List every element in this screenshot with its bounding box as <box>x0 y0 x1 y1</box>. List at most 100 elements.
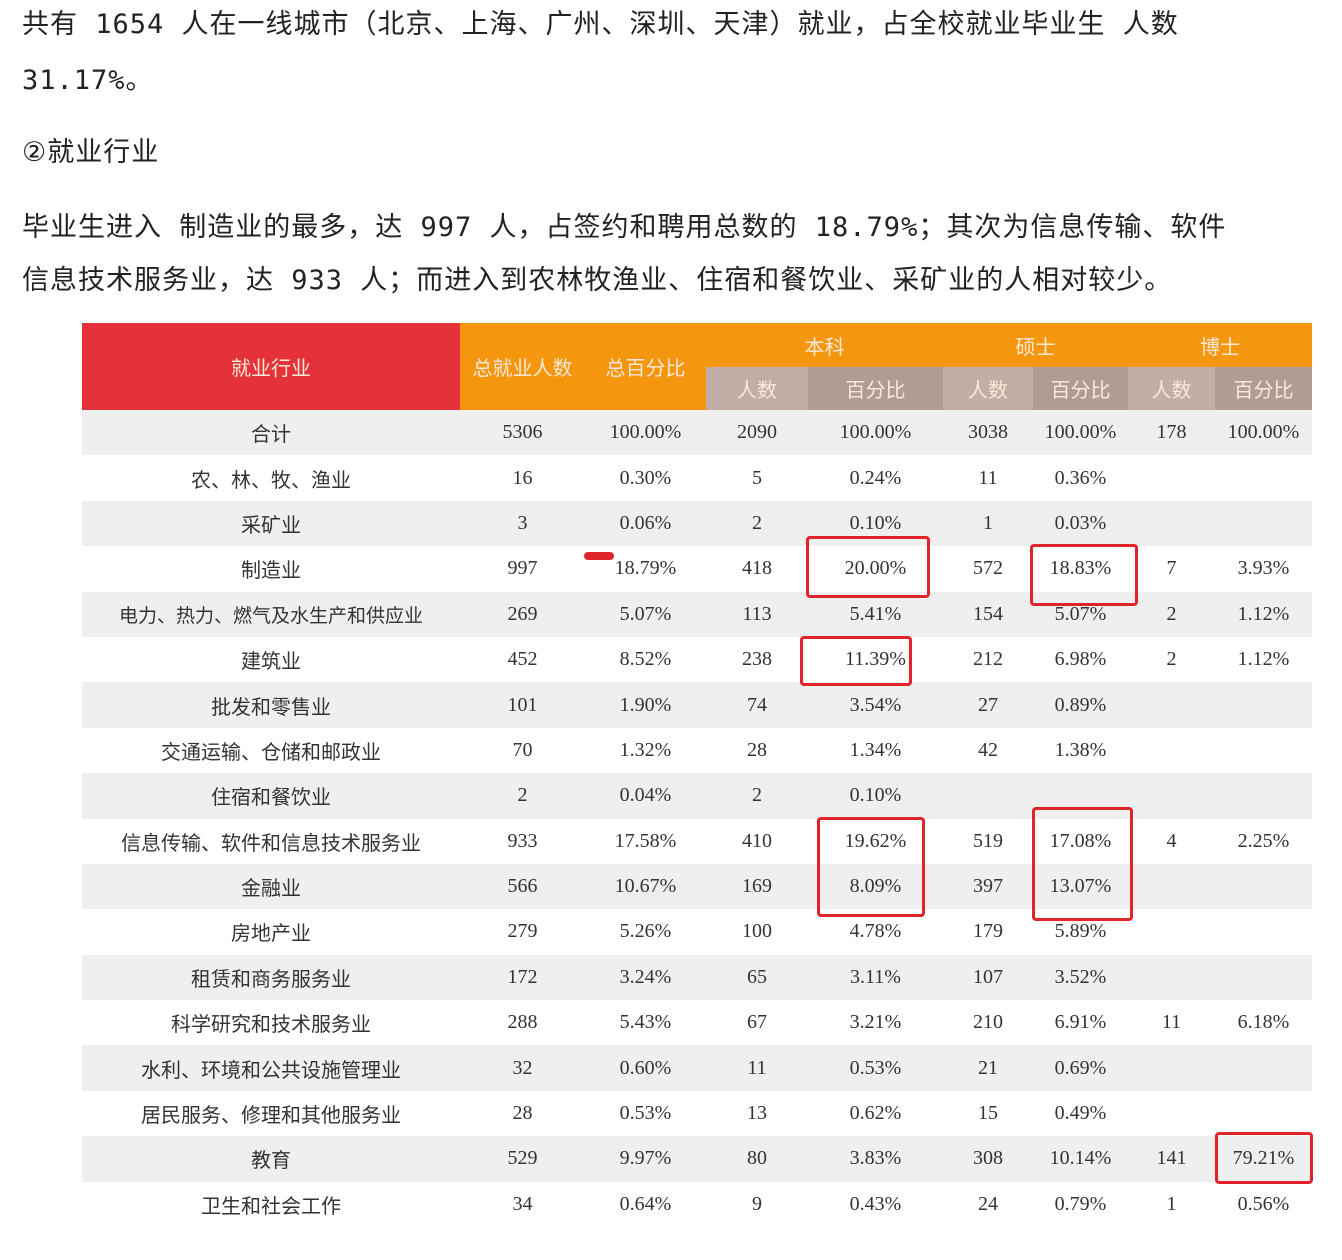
cell-doctor-pct: 2.25% <box>1237 829 1290 852</box>
cell-bachelor-pct: 3.83% <box>849 1147 902 1170</box>
table-body: 合计 5306 100.00% 2090 100.00% 3038 100.00% 178 10… <box>82 410 1312 1227</box>
cell-bachelor-pct: 20.00% <box>844 557 907 580</box>
cell-bachelor-count: 74 <box>747 693 767 716</box>
table-row: 教育 529 9.97% 80 3.83% 308 10.14% 141 79.21% <box>82 1136 1312 1182</box>
cell-master-count: 3038 <box>968 421 1008 444</box>
cell-bachelor-count: 113 <box>742 602 772 625</box>
cell-bachelor-pct: 5.41% <box>849 602 902 625</box>
cell-doctor-count: 141 <box>1156 1147 1187 1170</box>
cell-total: 997 <box>507 557 538 580</box>
cell-master-count: 519 <box>973 829 1003 852</box>
cell-industry: 交通运输、仓储和邮政业 <box>161 741 381 764</box>
table-row: 卫生和社会工作 34 0.64% 9 0.43% 24 0.79% 1 0.56% <box>82 1182 1312 1227</box>
cell-doctor-pct: 1.12% <box>1237 648 1290 671</box>
highlight-box <box>800 636 912 686</box>
cell-industry: 科学研究和技术服务业 <box>171 1014 371 1037</box>
header-bachelor: 本科 <box>804 334 845 359</box>
paragraph-line: 共有 1654 人在一线城市（北京、上海、广州、深圳、天津）就业，占全校就业毕业… <box>22 9 1179 40</box>
header-master-count: 人数 <box>943 367 1033 410</box>
cell-master-count: 154 <box>973 602 1003 625</box>
cell-master-count: 24 <box>978 1192 998 1215</box>
cell-master-pct: 100.00% <box>1044 421 1117 444</box>
header-bachelor-pct: 百分比 <box>808 367 943 410</box>
cell-industry: 信息传输、软件和信息技术服务业 <box>121 832 421 855</box>
cell-master-pct: 13.07% <box>1049 875 1112 898</box>
cell-master-pct: 5.89% <box>1054 920 1107 943</box>
cell-master-pct: 6.98% <box>1054 648 1107 671</box>
cell-bachelor-count: 5 <box>752 466 762 489</box>
paragraph-line: 毕业生进入 制造业的最多，达 997 人，占签约和聘用总数的 18.79%；其次… <box>22 212 1227 243</box>
cell-master-count: 42 <box>978 738 998 761</box>
table-row: 住宿和餐饮业 2 0.04% 2 0.10% <box>82 773 1312 819</box>
header-industry: 就业行业 <box>82 323 460 410</box>
cell-total-pct: 3.24% <box>619 965 672 988</box>
cell-master-count: 107 <box>973 965 1003 988</box>
cell-doctor-pct: 6.18% <box>1237 1011 1290 1034</box>
cell-total: 529 <box>507 1147 538 1170</box>
highlight-box <box>1215 1132 1313 1184</box>
cell-industry: 金融业 <box>241 878 301 901</box>
paragraph-line: 信息技术服务业，达 933 人；而进入到农林牧渔业、住宿和餐饮业、采矿业的人相对… <box>22 265 1173 296</box>
table-row: 建筑业 452 8.52% 238 11.39% 212 6.98% 2 1.12% <box>82 637 1312 682</box>
highlight-box <box>817 817 925 917</box>
cell-bachelor-count: 410 <box>742 829 772 852</box>
cell-total-pct: 0.06% <box>619 511 672 534</box>
header-doctor-pct: 百分比 <box>1215 367 1312 410</box>
cell-total-pct: 8.52% <box>619 648 672 671</box>
table-row: 房地产业 279 5.26% 100 4.78% 179 5.89% <box>82 909 1312 954</box>
cell-bachelor-pct: 0.43% <box>849 1192 902 1215</box>
cell-total: 269 <box>507 602 538 625</box>
table-row: 合计 5306 100.00% 2090 100.00% 3038 100.00% 178 10… <box>82 410 1312 456</box>
table-row: 批发和零售业 101 1.90% 74 3.54% 27 0.89% <box>82 682 1312 728</box>
cell-total-pct: 0.60% <box>619 1056 672 1079</box>
cell-master-count: 210 <box>973 1011 1003 1034</box>
cell-industry: 房地产业 <box>231 923 311 946</box>
table-row: 信息传输、软件和信息技术服务业 933 17.58% 410 19.62% 519 17.0… <box>82 819 1312 864</box>
header-doctor: 博士 <box>1200 334 1240 359</box>
cell-bachelor-pct: 8.09% <box>849 875 902 898</box>
cell-bachelor-count: 2 <box>752 784 762 807</box>
cell-total: 452 <box>507 648 538 671</box>
table-row: 居民服务、修理和其他服务业 28 0.53% 13 0.62% 15 0.49% <box>82 1091 1312 1136</box>
cell-bachelor-pct: 1.34% <box>849 738 902 761</box>
cell-total: 34 <box>512 1192 533 1215</box>
table-header: 就业行业 总就业人数 总百分比 本科 硕士 博士 人数 百分比 人数 百分比 人… <box>82 323 1312 410</box>
highlight-box <box>1030 544 1138 606</box>
cell-bachelor-count: 9 <box>752 1192 762 1215</box>
table-row: 金融业 566 10.67% 169 8.09% 397 13.07% <box>82 863 1312 910</box>
cell-industry: 教育 <box>251 1150 291 1173</box>
cell-doctor-pct: 100.00% <box>1227 421 1300 444</box>
header-total: 总就业人数 <box>472 356 573 380</box>
cell-doctor-count: 178 <box>1156 421 1187 444</box>
cell-bachelor-pct: 0.10% <box>849 784 902 807</box>
cell-industry: 水利、环境和公共设施管理业 <box>141 1059 401 1082</box>
cell-total: 32 <box>512 1056 533 1079</box>
cell-industry: 卫生和社会工作 <box>201 1195 341 1218</box>
cell-master-pct: 0.69% <box>1054 1056 1107 1079</box>
cell-master-pct: 0.89% <box>1054 693 1107 716</box>
table-row: 电力、热力、燃气及水生产和供应业 269 5.07% 113 5.41% 154 5.07%… <box>82 591 1312 637</box>
cell-bachelor-count: 418 <box>742 557 772 580</box>
cell-bachelor-pct: 3.21% <box>849 1011 902 1034</box>
cell-industry: 批发和零售业 <box>211 696 331 719</box>
cell-master-pct: 1.38% <box>1054 738 1107 761</box>
cell-bachelor-pct: 0.24% <box>849 466 902 489</box>
cell-total: 5306 <box>502 421 543 444</box>
table-row: 水利、环境和公共设施管理业 32 0.60% 11 0.53% 21 0.69% <box>82 1045 1312 1091</box>
industry-table: 就业行业 总就业人数 总百分比 本科 硕士 博士 人数 百分比 人数 百分比 人… <box>82 323 1312 1227</box>
table-row: 农、林、牧、渔业 16 0.30% 5 0.24% 11 0.36% <box>82 455 1312 500</box>
cell-master-pct: 0.03% <box>1054 511 1107 534</box>
cell-doctor-count: 2 <box>1166 602 1177 625</box>
cell-total-pct: 0.30% <box>619 466 672 489</box>
table-row: 交通运输、仓储和邮政业 70 1.32% 28 1.34% 42 1.38% <box>82 728 1312 773</box>
cell-total-pct: 17.58% <box>614 829 677 852</box>
cell-doctor-pct: 3.93% <box>1237 557 1290 580</box>
cell-doctor-count: 1 <box>1166 1192 1177 1215</box>
cell-bachelor-pct: 100.00% <box>839 421 912 444</box>
cell-total-pct: 9.97% <box>619 1147 672 1170</box>
cell-industry: 建筑业 <box>241 651 301 674</box>
cell-industry: 住宿和餐饮业 <box>211 787 331 810</box>
table-row: 科学研究和技术服务业 288 5.43% 67 3.21% 210 6.91% 11 6.18% <box>82 1000 1312 1045</box>
cell-bachelor-count: 13 <box>747 1102 767 1125</box>
cell-total: 101 <box>507 693 538 716</box>
